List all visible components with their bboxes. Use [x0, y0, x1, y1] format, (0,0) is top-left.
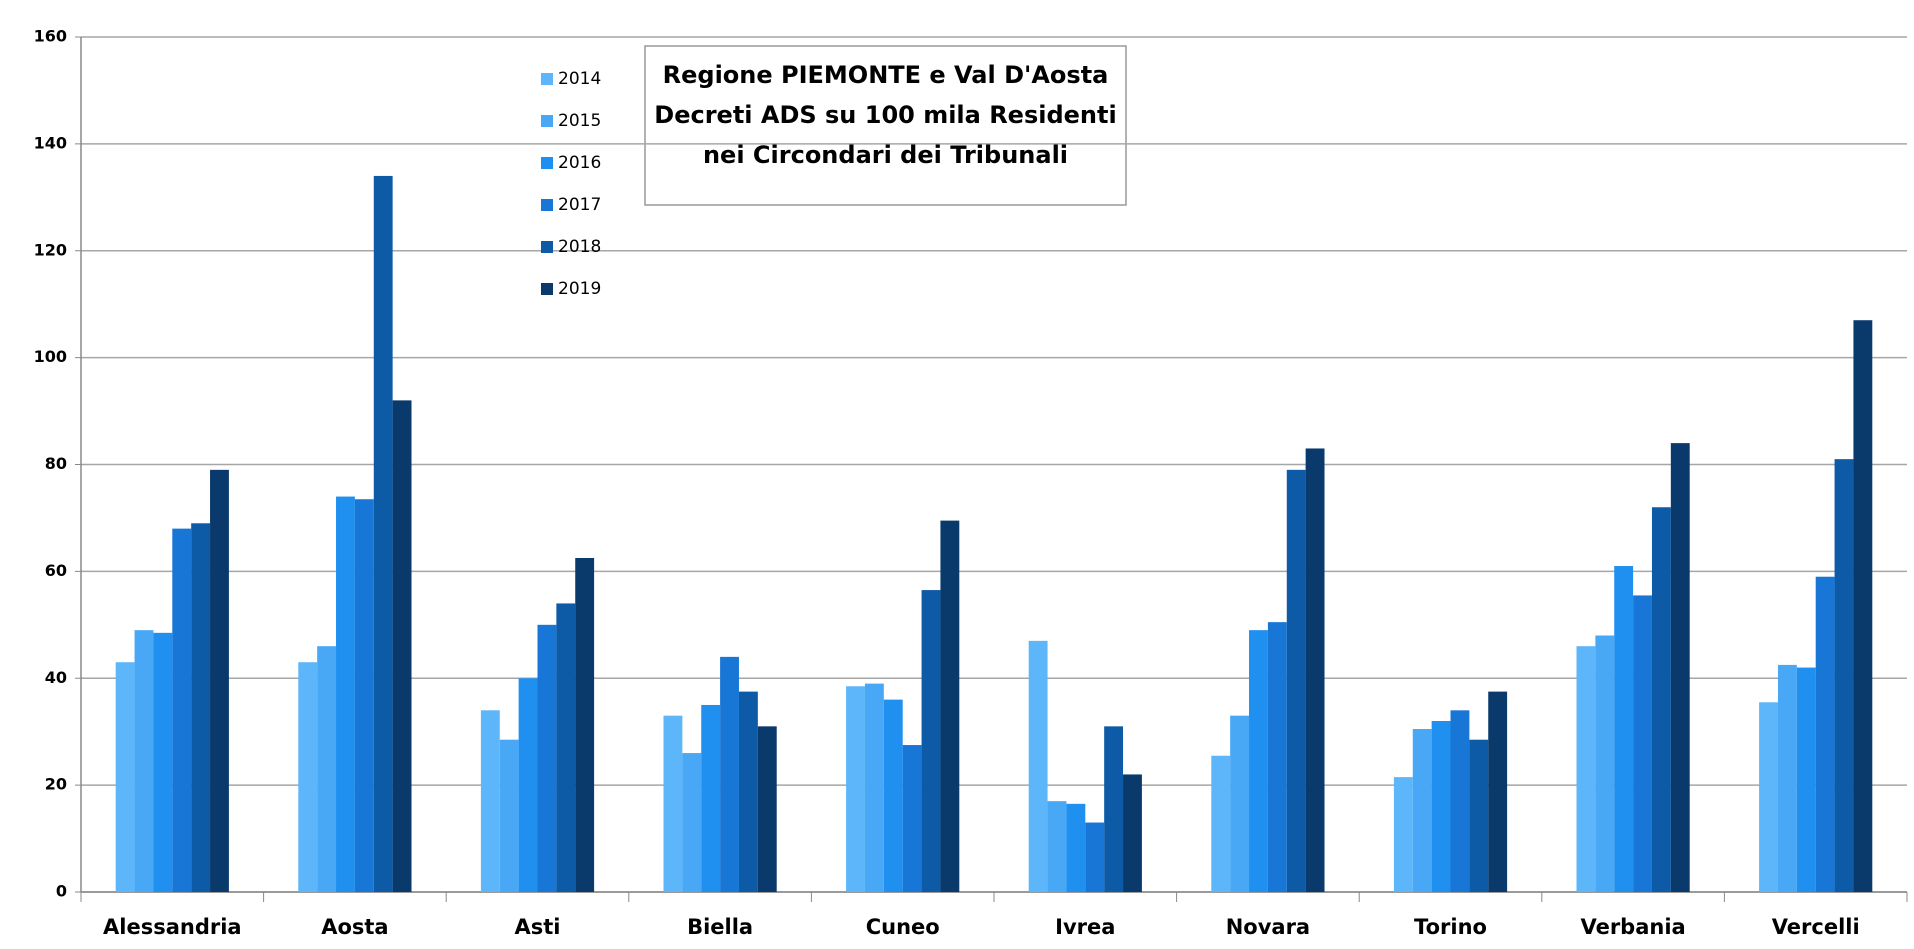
legend-swatch — [541, 73, 553, 85]
bar — [537, 624, 557, 892]
x-tick-label: Alessandria — [103, 915, 242, 939]
bar — [1488, 691, 1508, 892]
bar — [1104, 726, 1124, 892]
y-tick-label: 80 — [45, 454, 67, 473]
bar — [846, 686, 865, 892]
legend-label: 2019 — [558, 279, 601, 299]
bar — [1633, 595, 1652, 892]
bar — [864, 683, 884, 892]
legend-swatch — [541, 115, 553, 127]
bar — [1047, 801, 1067, 892]
bar — [1066, 803, 1086, 892]
y-tick-label: 40 — [45, 668, 67, 687]
y-tick-label: 100 — [34, 347, 67, 366]
bar — [902, 745, 922, 892]
legend-swatch — [541, 283, 553, 295]
bar — [392, 400, 412, 892]
bar — [1267, 622, 1287, 892]
bar — [940, 520, 960, 892]
bar — [499, 739, 519, 892]
bar — [1759, 702, 1778, 892]
bar — [738, 691, 758, 892]
bar — [336, 496, 355, 892]
bar — [480, 710, 500, 892]
bar — [210, 469, 229, 892]
bar — [1777, 664, 1797, 892]
bar — [518, 678, 538, 892]
bar — [682, 753, 702, 892]
bar — [373, 175, 393, 892]
bar — [1815, 576, 1835, 892]
bar — [1211, 755, 1231, 892]
bar — [1123, 774, 1142, 892]
bar — [1249, 630, 1268, 892]
bar — [1431, 721, 1451, 892]
bar — [153, 632, 173, 892]
legend-label: 2014 — [558, 69, 601, 89]
bar — [1614, 566, 1634, 892]
bar — [134, 630, 154, 892]
legend-label: 2017 — [558, 195, 601, 215]
bar — [1834, 459, 1854, 892]
bar — [1412, 729, 1432, 892]
bar — [1651, 507, 1671, 892]
bar — [354, 499, 374, 892]
chart-title: Regione PIEMONTE e Val D'Aosta — [663, 61, 1109, 89]
x-tick-label: Vercelli — [1772, 915, 1860, 939]
legend-label: 2018 — [558, 237, 601, 257]
bar — [191, 523, 211, 892]
bar — [1595, 635, 1615, 892]
chart-title: nei Circondari dei Tribunali — [703, 141, 1068, 169]
x-tick-label: Aosta — [321, 915, 388, 939]
bar — [663, 715, 683, 892]
title-box — [644, 45, 1127, 206]
bar — [1393, 777, 1413, 892]
bar — [1085, 822, 1105, 892]
bar — [1450, 710, 1470, 892]
bar — [575, 558, 595, 892]
bar — [1576, 646, 1596, 892]
bar — [1469, 739, 1489, 892]
x-tick-label: Torino — [1414, 915, 1487, 939]
bar — [701, 704, 721, 892]
bar — [921, 590, 941, 892]
y-tick-label: 20 — [45, 775, 67, 794]
x-tick-label: Asti — [515, 915, 561, 939]
bar — [1286, 469, 1306, 892]
bar — [1796, 667, 1816, 892]
x-tick-label: Ivrea — [1055, 915, 1115, 939]
bar — [556, 603, 576, 892]
bar — [1028, 640, 1048, 892]
bar — [1670, 443, 1690, 892]
bar — [298, 662, 318, 892]
bar — [1305, 448, 1325, 892]
legend-label: 2015 — [558, 111, 601, 131]
bar — [1853, 320, 1873, 892]
y-tick-label: 140 — [34, 133, 67, 152]
legend-label: 2016 — [558, 153, 601, 173]
y-tick-label: 60 — [45, 561, 67, 580]
legend-swatch — [541, 199, 553, 211]
y-tick-label: 120 — [34, 240, 67, 259]
y-tick-label: 160 — [34, 27, 67, 46]
bar — [115, 662, 135, 892]
bar — [1230, 715, 1250, 892]
legend-swatch — [541, 241, 553, 253]
y-tick-label: 0 — [56, 882, 67, 901]
x-tick-label: Novara — [1226, 915, 1310, 939]
legend-swatch — [541, 157, 553, 169]
x-tick-label: Biella — [687, 915, 753, 939]
x-tick-label: Verbania — [1580, 915, 1685, 939]
bar — [720, 656, 739, 892]
bar — [317, 646, 337, 892]
bar — [883, 699, 903, 892]
x-tick-label: Cuneo — [866, 915, 940, 939]
bar — [757, 726, 777, 892]
bar — [172, 528, 192, 892]
chart-title: Decreti ADS su 100 mila Residenti — [654, 101, 1116, 129]
